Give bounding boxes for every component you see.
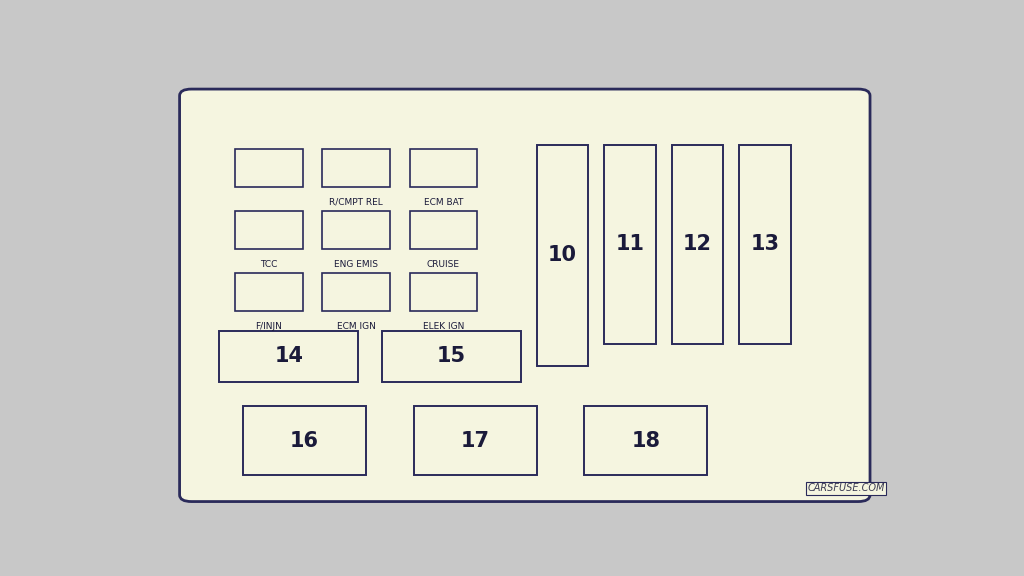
Bar xyxy=(410,211,477,249)
Text: ELEK IGN: ELEK IGN xyxy=(423,322,464,331)
Text: 16: 16 xyxy=(290,431,319,450)
Bar xyxy=(414,406,537,475)
Bar xyxy=(672,145,723,344)
Bar xyxy=(219,331,358,382)
Text: CRUISE: CRUISE xyxy=(427,260,460,269)
Text: R/CMPT REL: R/CMPT REL xyxy=(330,198,383,207)
Text: 11: 11 xyxy=(615,234,644,255)
Bar xyxy=(323,149,390,187)
Text: 14: 14 xyxy=(274,346,303,366)
Text: ECM IGN: ECM IGN xyxy=(337,322,376,331)
Text: 13: 13 xyxy=(751,234,779,255)
Text: F/INJN: F/INJN xyxy=(255,322,283,331)
Bar xyxy=(585,406,708,475)
Bar xyxy=(236,149,303,187)
FancyBboxPatch shape xyxy=(179,89,870,502)
Text: ENG EMIS: ENG EMIS xyxy=(334,260,378,269)
Bar xyxy=(236,211,303,249)
Bar xyxy=(410,149,477,187)
Bar xyxy=(382,331,521,382)
Bar xyxy=(243,406,367,475)
Bar xyxy=(236,273,303,311)
Text: 18: 18 xyxy=(632,431,660,450)
Text: 17: 17 xyxy=(461,431,489,450)
Bar xyxy=(604,145,655,344)
Text: CARSFUSE.COM: CARSFUSE.COM xyxy=(808,483,885,493)
Text: ECM BAT: ECM BAT xyxy=(424,198,463,207)
Bar xyxy=(537,145,588,366)
Bar xyxy=(323,211,390,249)
Bar xyxy=(323,273,390,311)
Bar xyxy=(410,273,477,311)
Text: TCC: TCC xyxy=(260,260,278,269)
Bar xyxy=(739,145,791,344)
Text: 12: 12 xyxy=(683,234,712,255)
Text: 15: 15 xyxy=(437,346,466,366)
Text: 10: 10 xyxy=(548,245,577,266)
